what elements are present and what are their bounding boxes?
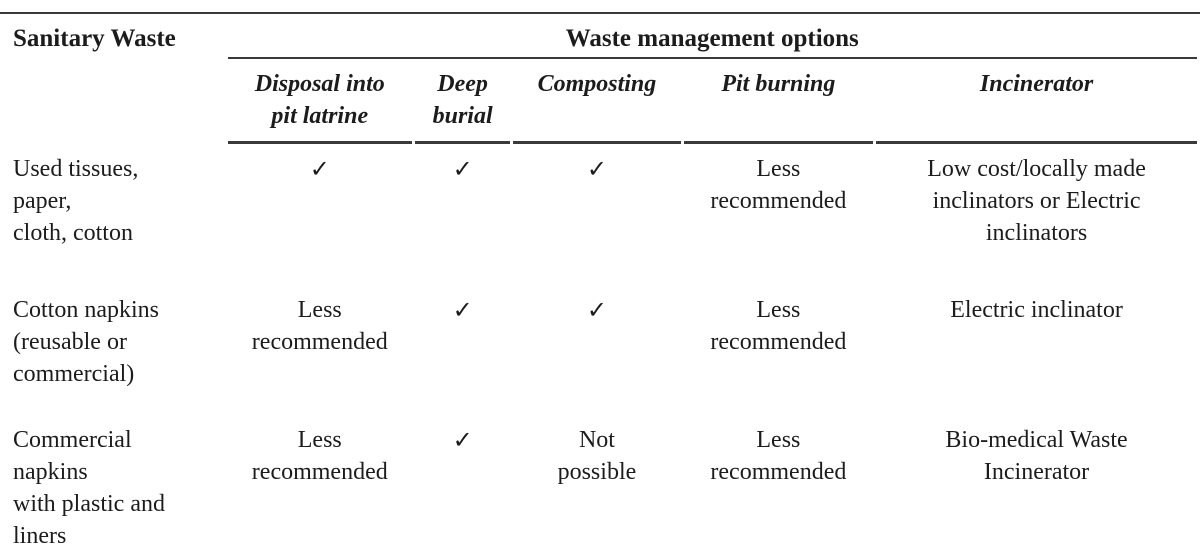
cell-incinerator-value: Electric inclinator	[950, 297, 1123, 323]
sanitary-waste-table: Sanitary Waste Waste management options …	[0, 12, 1200, 550]
checkmark-icon: ✓	[586, 296, 607, 324]
column-header-disposal-pit-latrine: Disposal into pit latrine	[227, 59, 412, 144]
group-header-row: Sanitary Waste Waste management options	[3, 14, 1197, 59]
checkmark-icon: ✓	[452, 296, 473, 324]
group-header-waste-management-options: Waste management options	[227, 14, 1197, 59]
cell-disposal-value: Less recommended	[251, 297, 388, 355]
cell-pit-burning-value: Less recommended	[684, 417, 873, 550]
table-row-commercial-napkins: Commercial napkins with plastic and line…	[3, 417, 1197, 550]
column-header-deep-burial: Deep burial	[415, 59, 511, 144]
table-row-cotton-napkins: Cotton napkins (reusable or commercial) …	[3, 285, 1197, 417]
column-header-composting: Composting	[513, 59, 681, 144]
column-header-pit-burning: Pit burning	[683, 59, 874, 144]
table-row-used-tissues: Used tissues, paper, cloth, cotton ✓ ✓ ✓…	[3, 144, 1197, 285]
checkmark-icon: ✓	[586, 155, 607, 183]
cell-incinerator-value: Low cost/locally made inclinators or Ele…	[927, 156, 1146, 246]
cell-disposal-value: Less recommended	[228, 417, 412, 550]
cell-pit-burning-value: Less recommended	[710, 297, 847, 355]
cell-composting-value: Not possible	[513, 417, 680, 550]
checkmark-icon: ✓	[415, 417, 510, 550]
row-label: Commercial napkins with plastic and line…	[3, 417, 225, 550]
column-header-incinerator: Incinerator	[876, 59, 1197, 144]
column-header-row: Disposal into pit latrine Deep burial Co…	[3, 59, 1197, 144]
corner-header-sanitary-waste: Sanitary Waste	[13, 25, 176, 52]
cell-incinerator-value: Bio-medical Waste Incinerator	[876, 417, 1197, 550]
row-label: Cotton napkins (reusable or commercial)	[13, 297, 160, 387]
checkmark-icon: ✓	[452, 155, 473, 183]
row-label: Used tissues, paper, cloth, cotton	[13, 156, 139, 246]
checkmark-icon: ✓	[309, 155, 330, 183]
cell-pit-burning-value: Less recommended	[710, 156, 847, 214]
